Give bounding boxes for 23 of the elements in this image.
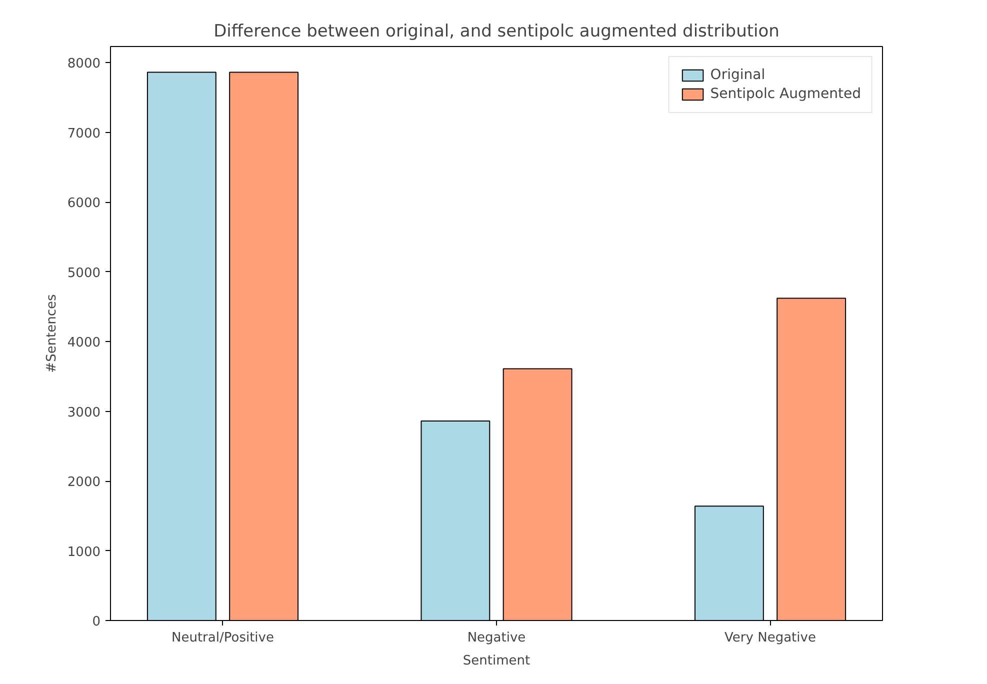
y-tick-label: 3000 — [67, 405, 101, 420]
y-tick-label: 0 — [92, 614, 101, 630]
y-tick-label: 2000 — [67, 475, 101, 490]
y-axis-title: #Sentences — [44, 294, 60, 373]
y-tick-label: 1000 — [67, 544, 101, 560]
bar — [420, 420, 490, 620]
bar — [146, 72, 216, 620]
bar — [229, 72, 299, 620]
y-tick-label: 4000 — [67, 336, 101, 351]
y-tick-label: 8000 — [67, 56, 101, 72]
x-axis-title: Sentiment — [462, 654, 530, 668]
x-tick-label: Very Negative — [724, 630, 816, 646]
legend-label: Original — [710, 67, 766, 83]
chart-title: Difference between original, and sentipolc augmented distribution — [214, 22, 780, 42]
y-tick-label: 5000 — [67, 266, 101, 281]
bar — [502, 368, 572, 620]
x-tick-label: Neutral/Positive — [172, 630, 274, 646]
bar — [776, 298, 846, 620]
x-tick-label: Negative — [467, 630, 526, 646]
y-tick-label: 6000 — [67, 196, 101, 212]
bar — [694, 506, 764, 620]
y-tick-label: 7000 — [67, 126, 101, 142]
legend-label: Sentipolc Augmented — [710, 86, 861, 102]
